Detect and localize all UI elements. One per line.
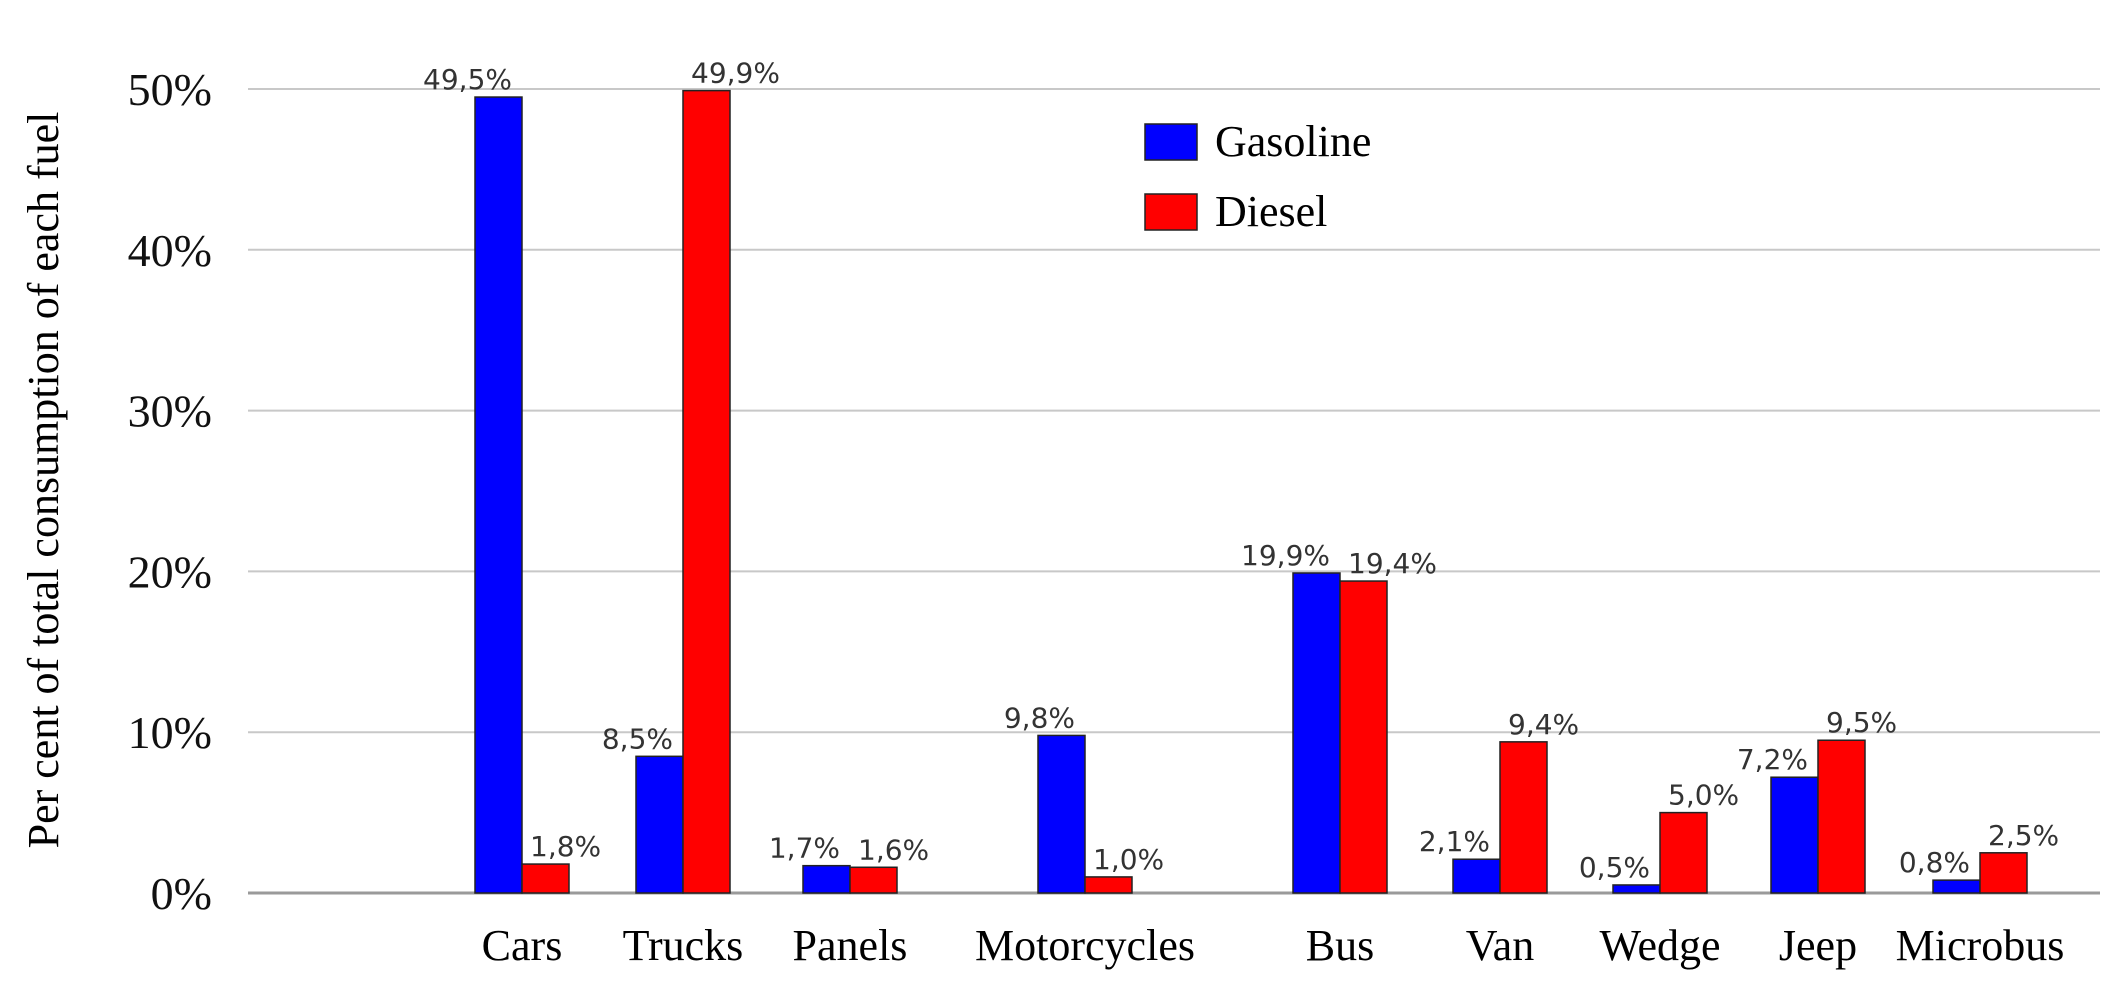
legend: Gasoline Diesel: [1144, 117, 1371, 236]
data-label-diesel-motorcycles: 1,0%: [1093, 843, 1164, 876]
y-axis-label: Per cent of total consumption of each fu…: [19, 112, 68, 849]
bar-gasoline-cars: [474, 96, 523, 894]
data-label-diesel-cars: 1,8%: [530, 830, 601, 863]
category-label-bus: Bus: [1306, 921, 1374, 970]
bar-diesel-trucks: [682, 89, 731, 894]
bar-diesel-motorcycles: [1084, 876, 1133, 894]
y-tick-label: 30%: [128, 386, 212, 437]
data-label-gasoline-bus: 19,9%: [1241, 539, 1330, 572]
data-label-diesel-microbus: 2,5%: [1988, 819, 2059, 852]
category-label-van: Van: [1466, 921, 1534, 970]
legend-swatch-diesel: [1144, 193, 1198, 231]
data-label-gasoline-wedge: 0,5%: [1579, 851, 1650, 884]
bar-diesel-van: [1499, 741, 1548, 894]
data-label-gasoline-trucks: 8,5%: [602, 722, 673, 755]
data-labels: 49,5% 8,5% 1,7% 9,8% 19,9% 2,1% 0,5% 7,2% 0,8% 1,…: [423, 57, 2059, 884]
y-axis-ticks: 0% 10% 20% 30% 40% 50%: [128, 64, 212, 919]
bar-gasoline-wedge: [1612, 884, 1661, 894]
bar-diesel-wedge: [1659, 811, 1708, 894]
bar-gasoline-jeep: [1770, 776, 1819, 894]
legend-label-diesel: Diesel: [1215, 187, 1327, 236]
bar-diesel-microbus: [1979, 852, 2028, 894]
bar-gasoline-van: [1452, 858, 1501, 894]
y-tick-label: 40%: [128, 225, 212, 276]
bar-diesel-panels: [849, 866, 898, 894]
bar-gasoline-bus: [1292, 572, 1341, 894]
y-tick-label: 50%: [128, 64, 212, 115]
y-tick-label: 0%: [151, 868, 212, 919]
data-label-diesel-van: 9,4%: [1508, 708, 1579, 741]
data-label-gasoline-van: 2,1%: [1419, 825, 1490, 858]
data-label-gasoline-motorcycles: 9,8%: [1004, 701, 1075, 734]
category-label-jeep: Jeep: [1779, 921, 1857, 970]
data-label-diesel-bus: 19,4%: [1348, 547, 1437, 580]
x-axis-categories: Cars Trucks Panels Motorcycles Bus Van Wedge Je…: [482, 921, 2065, 970]
category-label-microbus: Microbus: [1896, 921, 2065, 970]
category-label-wedge: Wedge: [1599, 921, 1720, 970]
bar-diesel-bus: [1339, 580, 1388, 894]
legend-label-gasoline: Gasoline: [1215, 117, 1371, 166]
bar-gasoline-trucks: [635, 755, 684, 894]
data-label-gasoline-panels: 1,7%: [769, 832, 840, 865]
data-label-gasoline-jeep: 7,2%: [1737, 743, 1808, 776]
category-label-trucks: Trucks: [623, 921, 744, 970]
data-label-diesel-jeep: 9,5%: [1826, 706, 1897, 739]
data-label-gasoline-microbus: 0,8%: [1899, 846, 1970, 879]
category-label-motorcycles: Motorcycles: [975, 921, 1195, 970]
bar-gasoline-motorcycles: [1037, 734, 1086, 894]
category-label-panels: Panels: [793, 921, 908, 970]
data-label-diesel-trucks: 49,9%: [691, 57, 780, 90]
y-tick-label: 20%: [128, 546, 212, 597]
bar-gasoline-panels: [802, 864, 851, 894]
bar-gasoline-microbus: [1932, 879, 1981, 894]
data-label-gasoline-cars: 49,5%: [423, 63, 512, 96]
bar-diesel-jeep: [1817, 739, 1866, 894]
y-tick-label: 10%: [128, 707, 212, 758]
bar-diesel-cars: [521, 863, 570, 894]
legend-swatch-gasoline: [1144, 123, 1198, 161]
bars: [474, 89, 2028, 894]
data-label-diesel-wedge: 5,0%: [1668, 779, 1739, 812]
data-label-diesel-panels: 1,6%: [858, 833, 929, 866]
category-label-cars: Cars: [482, 921, 563, 970]
